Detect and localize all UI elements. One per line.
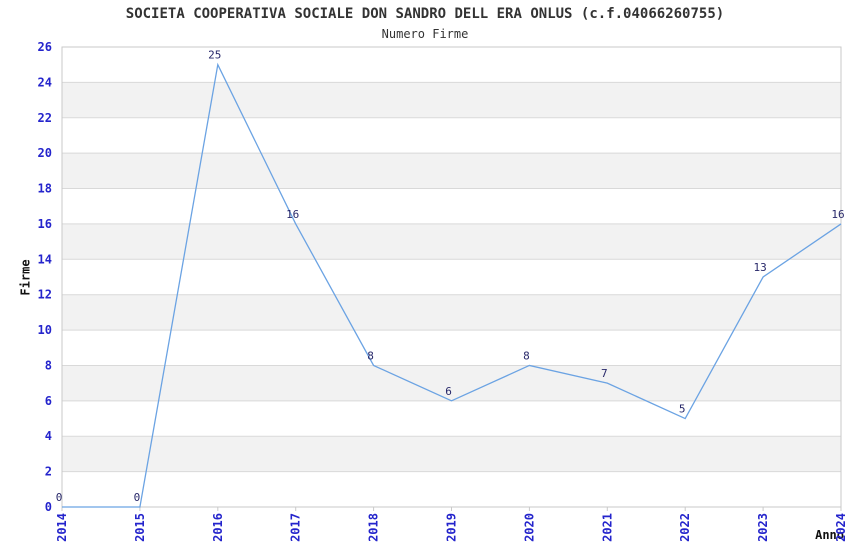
y-tick-label: 2: [45, 465, 52, 479]
y-tick-label: 4: [45, 429, 52, 443]
point-label: 25: [208, 49, 221, 62]
point-label: 7: [601, 367, 608, 380]
grid-band: [62, 223, 841, 260]
x-tick-label: 2016: [211, 513, 225, 542]
data-line: [62, 62, 842, 508]
y-tick-label: 24: [38, 75, 52, 89]
x-tick-label: 2021: [600, 513, 614, 542]
point-label: 16: [286, 208, 299, 221]
y-tick-label: 22: [38, 111, 52, 125]
y-tick-label: 16: [38, 217, 52, 231]
x-tick-label: 2017: [289, 513, 303, 542]
x-tick-label: 2018: [367, 513, 381, 542]
x-tick-label: 2019: [445, 513, 459, 542]
x-tick-label: 2024: [834, 513, 848, 542]
x-axis-title: Anno: [815, 528, 844, 542]
x-tick-label: 2022: [678, 513, 692, 542]
point-label: 16: [831, 208, 844, 221]
x-tick-label: 2020: [522, 513, 536, 542]
point-label: 13: [753, 261, 766, 274]
point-label: 5: [679, 403, 686, 416]
point-label: 0: [134, 491, 141, 504]
point-label: 0: [56, 491, 63, 504]
point-label: 8: [367, 349, 374, 362]
x-tick-label: 2015: [133, 513, 147, 542]
y-tick-label: 12: [38, 288, 52, 302]
y-tick-label: 8: [45, 358, 52, 372]
chart-subtitle: Numero Firme: [381, 27, 469, 41]
y-tick-label: 10: [38, 323, 52, 337]
grid-band: [62, 82, 841, 118]
grid-band: [62, 294, 841, 331]
x-tick-label: 2023: [756, 513, 770, 542]
grid-band: [62, 436, 841, 472]
chart-title: SOCIETA COOPERATIVA SOCIALE DON SANDRO D…: [125, 6, 725, 22]
y-tick-label: 0: [45, 500, 52, 514]
y-tick-label: 14: [38, 252, 52, 266]
y-tick-label: 6: [45, 394, 52, 408]
point-label: 8: [523, 349, 530, 362]
x-tick-label: 2014: [55, 513, 69, 542]
grid-band: [62, 153, 841, 189]
y-tick-label: 26: [38, 40, 52, 54]
point-label: 6: [445, 385, 452, 398]
y-tick-label: 20: [38, 146, 52, 160]
y-tick-label: 18: [38, 182, 52, 196]
